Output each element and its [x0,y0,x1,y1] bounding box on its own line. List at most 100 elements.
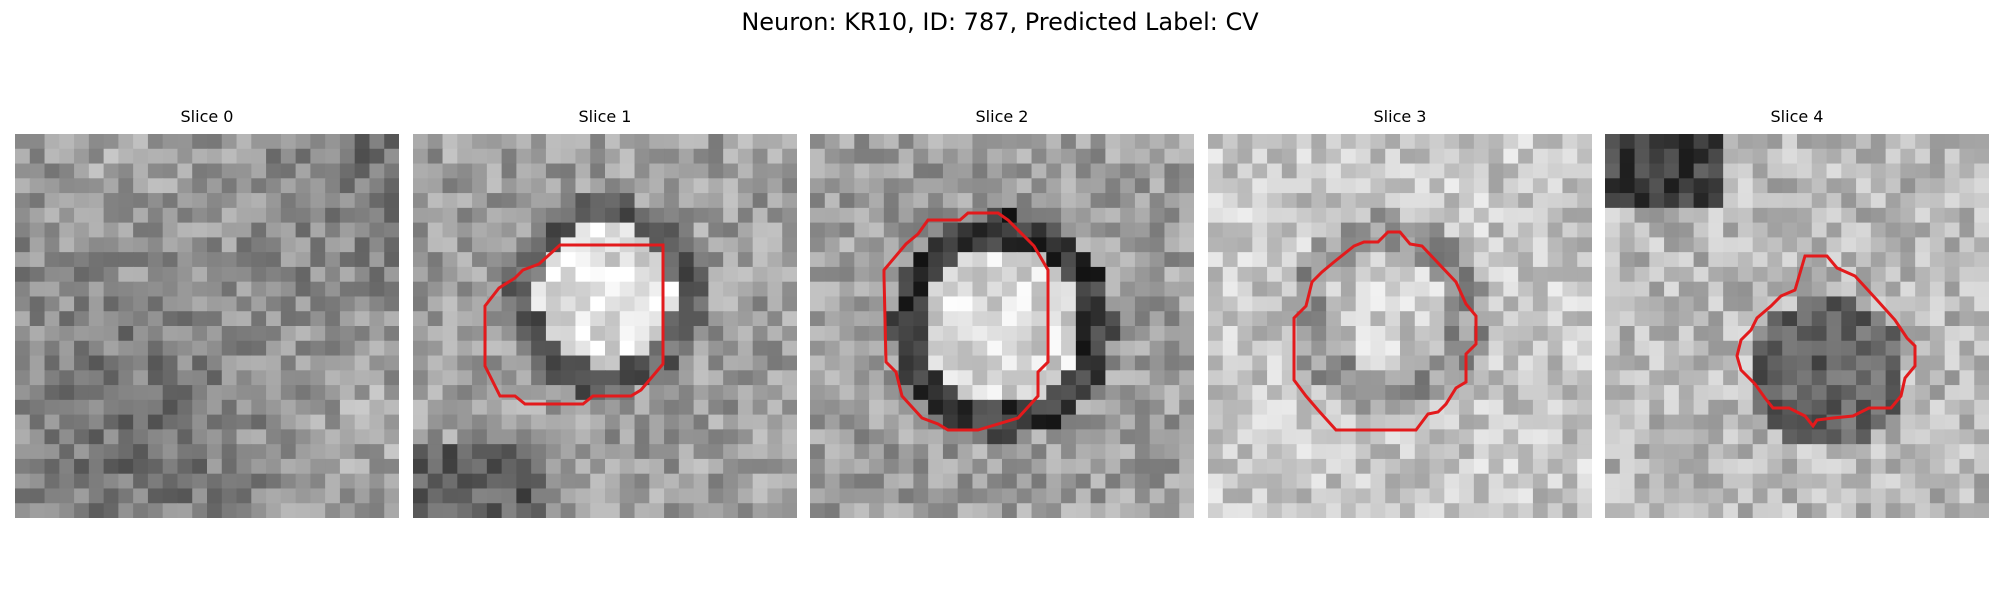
pixel [854,488,870,504]
pixel [1105,414,1121,430]
pixel [619,429,636,445]
pixel [103,340,119,357]
pixel [693,326,709,342]
pixel [103,444,119,460]
pixel [1208,193,1224,209]
pixel [767,237,783,253]
pixel [752,222,769,238]
pixel [708,355,724,371]
pixel [1370,163,1386,179]
pixel [1237,458,1253,475]
pixel [516,222,532,238]
pixel [15,134,31,150]
pixel [1678,340,1695,357]
pixel [339,207,356,224]
pixel [883,399,900,416]
pixel [384,370,399,386]
pixel [678,207,695,224]
pixel [413,222,429,238]
pixel [147,458,164,475]
pixel [147,370,164,386]
pixel [957,178,974,194]
pixel [236,385,252,401]
pixel [1031,163,1047,179]
pixel [1075,222,1092,238]
pixel [1929,252,1946,268]
pixel [1061,178,1077,194]
pixel [133,311,149,327]
pixel [118,222,134,238]
pixel [1326,399,1342,416]
pixel-grid [1605,134,1989,518]
pixel [1090,163,1106,179]
pixel [1444,355,1460,371]
pixel [1326,473,1342,490]
pixel [133,370,149,386]
pixel [723,163,739,179]
pixel [1385,414,1401,430]
pixel [1385,370,1401,386]
pixel [1311,281,1327,298]
pixel [1473,311,1490,327]
pixel [649,399,665,416]
pixel [1400,444,1416,460]
pixel [1929,429,1946,445]
pixel [957,458,974,475]
pixel [339,326,356,342]
pixel [1281,281,1298,298]
pixel [1708,503,1724,518]
pixel [339,444,356,460]
pixel [810,473,826,490]
pixel [1031,222,1047,238]
pixel [942,134,959,150]
pixel [1134,222,1151,238]
pixel [1105,193,1121,209]
pixel [1252,458,1268,475]
pixel [221,178,238,194]
pixel [913,473,929,490]
pixel [767,488,783,504]
pixel [1311,414,1327,430]
pixel [1649,237,1665,253]
pixel [1120,163,1136,179]
pixel [693,148,709,165]
pixel [1164,193,1180,209]
pixel [1619,311,1636,327]
pixel [88,207,105,224]
pixel [1488,296,1504,312]
pixel [942,473,959,490]
pixel [162,385,179,401]
pixel [1164,488,1180,504]
pixel [310,311,326,327]
pixel [869,326,885,342]
pixel [1326,385,1342,401]
pixel [118,414,134,430]
pixel [854,370,870,386]
pixel [1782,370,1798,386]
pixel [15,414,31,430]
pixel [531,193,547,209]
pixel [1267,458,1283,475]
pixel [236,429,252,445]
pixel [1767,444,1783,460]
pixel [1031,458,1047,475]
pixel [723,178,739,194]
pixel [1134,503,1151,518]
pixel [1444,266,1460,283]
pixel [457,399,473,416]
pixel [898,458,914,475]
pixel [531,222,547,238]
pixel [1016,399,1033,416]
pixel [1385,429,1401,445]
pixel [824,503,841,518]
pixel [1075,385,1092,401]
pixel [987,458,1003,475]
pixel [1090,178,1106,194]
pixel [1693,385,1709,401]
pixel [883,222,900,238]
pixel [192,266,208,283]
pixel [1252,444,1268,460]
pixel [590,370,606,386]
pixel [972,163,988,179]
pixel [442,266,458,283]
